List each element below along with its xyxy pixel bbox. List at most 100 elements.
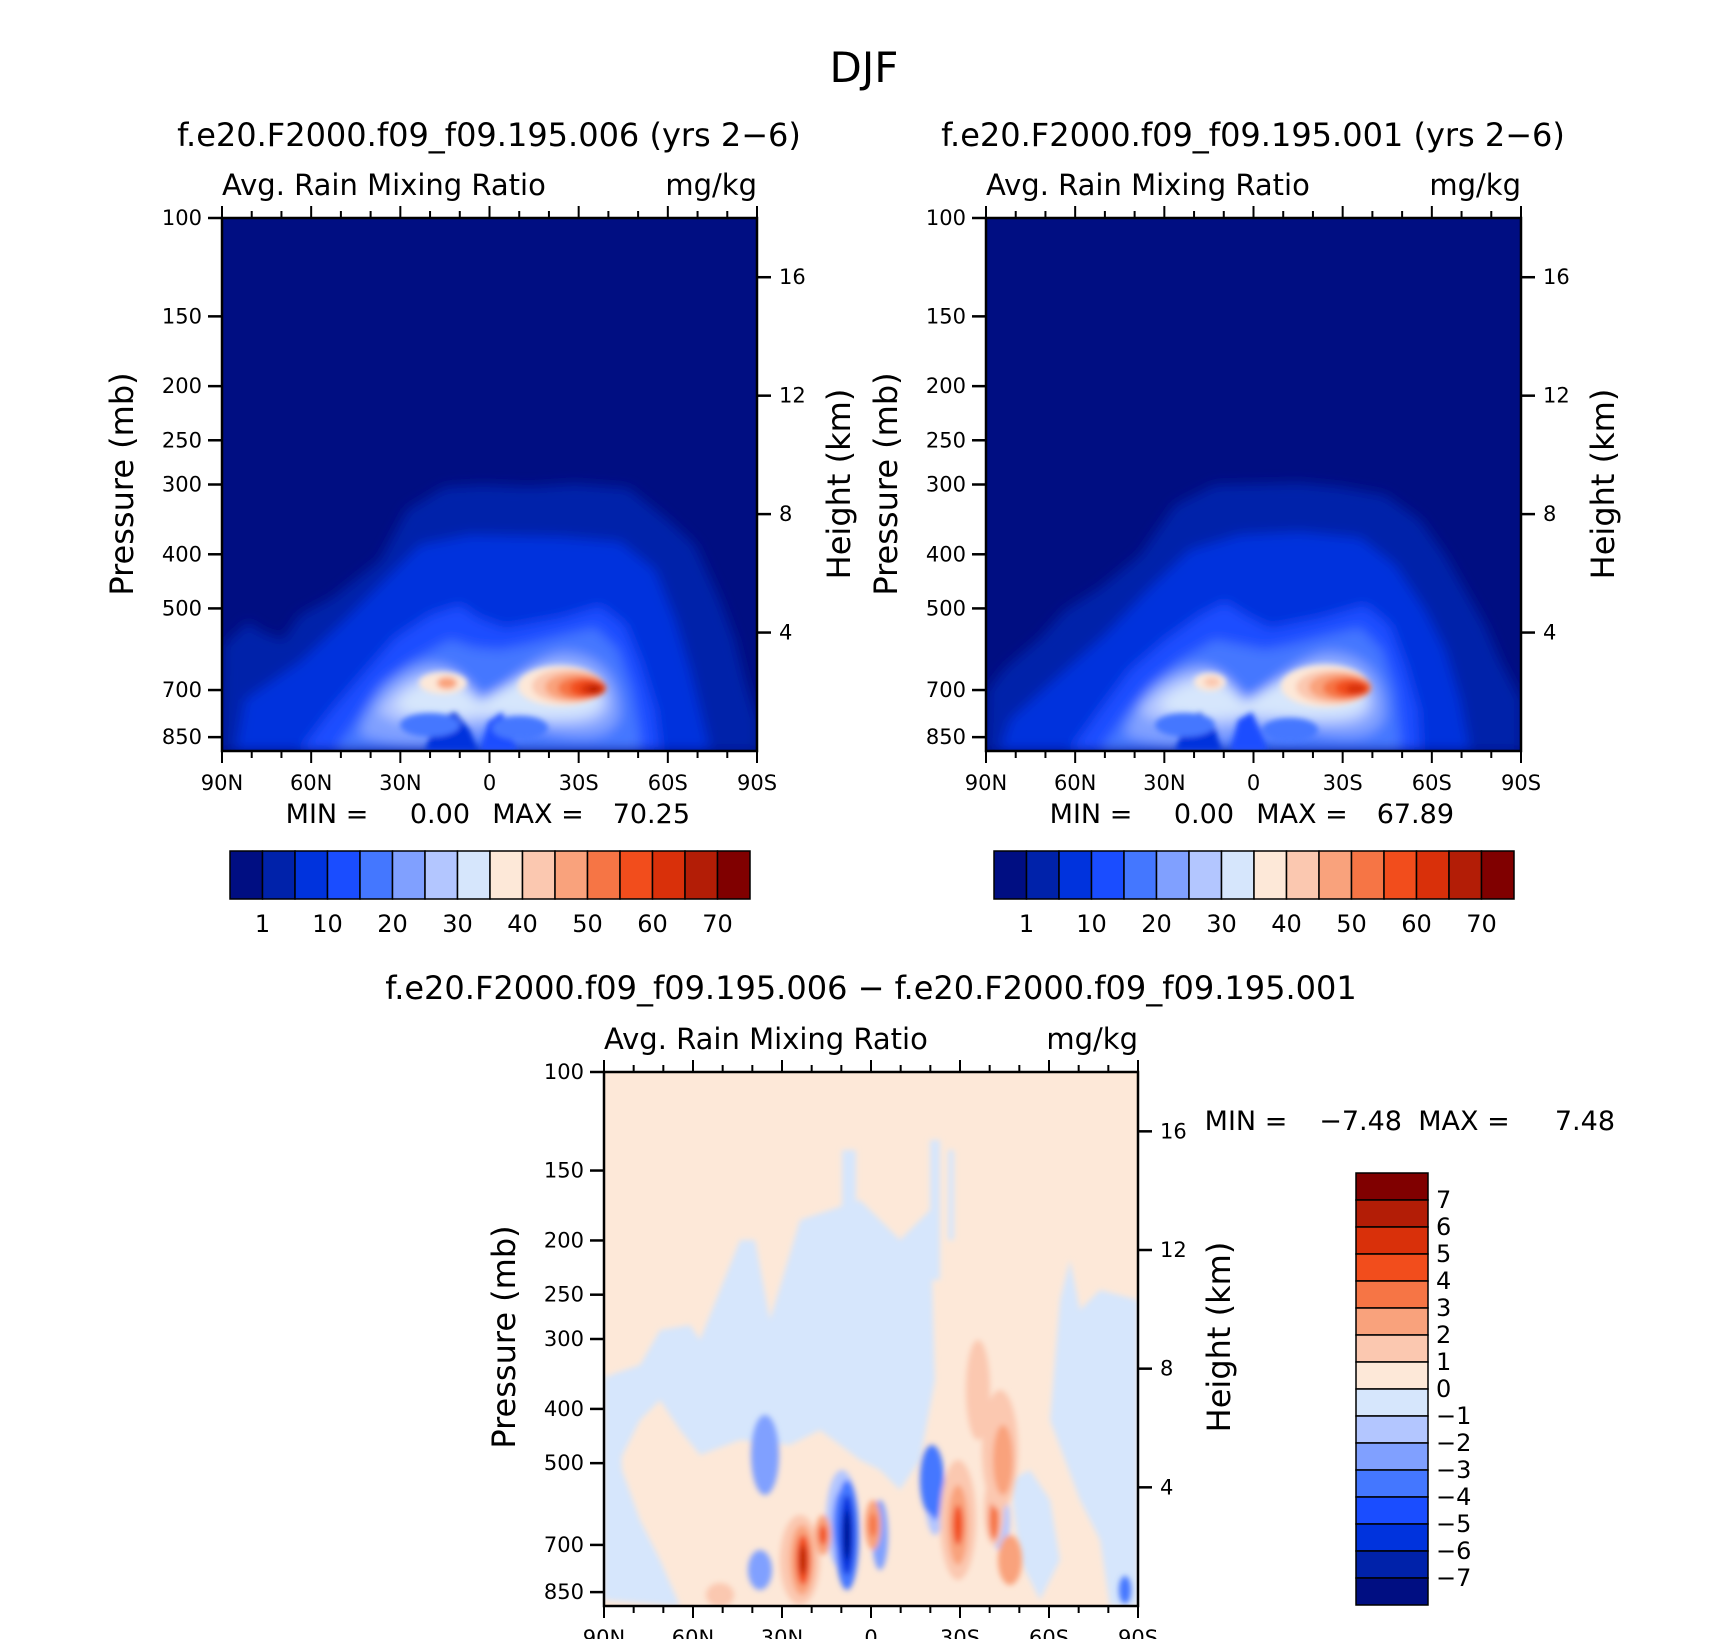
x-tick-label: 0 bbox=[1247, 771, 1260, 795]
max-label: MAX = bbox=[1418, 1106, 1509, 1137]
y-tick-label: 150 bbox=[162, 304, 202, 328]
colorbar-swatch bbox=[1285, 850, 1320, 900]
y-right-tick-label: 16 bbox=[1543, 265, 1570, 289]
x-tick-label: 90S bbox=[1118, 1626, 1158, 1639]
colorbar-label: −1 bbox=[1436, 1402, 1471, 1430]
y-right-tick-label: 4 bbox=[1160, 1475, 1173, 1499]
stats-line: MIN = −7.48 MAX = 7.48 bbox=[1205, 1106, 1615, 1137]
y-tick-label: 500 bbox=[544, 1451, 584, 1475]
colorbar-label: 50 bbox=[1336, 910, 1367, 938]
colorbar-swatch bbox=[1355, 1199, 1429, 1228]
y-tick-label: 100 bbox=[162, 206, 202, 230]
contour-field bbox=[986, 218, 1521, 751]
colorbar-label: −4 bbox=[1436, 1483, 1471, 1511]
colorbar-swatch bbox=[326, 850, 361, 900]
colorbar-swatch bbox=[1318, 850, 1353, 900]
min-label: MIN = bbox=[1050, 799, 1133, 830]
x-tick-label: 30N bbox=[761, 1626, 803, 1639]
min-value: 0.00 bbox=[1174, 799, 1234, 830]
colorbar-label: 60 bbox=[637, 910, 668, 938]
colorbar-label: −7 bbox=[1436, 1564, 1471, 1592]
y-tick-label: 250 bbox=[926, 428, 966, 452]
colorbar-label: 70 bbox=[702, 910, 733, 938]
panel-model-006: f.e20.F2000.f09_f09.195.006 (yrs 2−6) Av… bbox=[103, 116, 858, 938]
colorbar-swatch bbox=[1188, 850, 1223, 900]
colorbar-label: 6 bbox=[1436, 1213, 1451, 1241]
colorbar-label: 30 bbox=[1206, 910, 1237, 938]
panel-difference: f.e20.F2000.f09_f09.195.006 − f.e20.F200… bbox=[385, 969, 1615, 1643]
colorbar-label: 3 bbox=[1436, 1294, 1451, 1322]
colorbar-swatch bbox=[1355, 1442, 1429, 1471]
x-tick-label: 90S bbox=[737, 771, 777, 795]
colorbar: 1 10 20 30 40 50 60 70 bbox=[993, 850, 1515, 938]
y-tick-label: 200 bbox=[926, 374, 966, 398]
panel-model-001: f.e20.F2000.f09_f09.195.001 (yrs 2−6) Av… bbox=[867, 116, 1622, 938]
colorbar-swatch bbox=[489, 850, 524, 900]
y-tick-label: 100 bbox=[544, 1060, 584, 1084]
y-tick-label: 150 bbox=[926, 304, 966, 328]
panel-title: f.e20.F2000.f09_f09.195.001 (yrs 2−6) bbox=[941, 116, 1565, 154]
colorbar-swatch bbox=[456, 850, 491, 900]
units-label: mg/kg bbox=[1046, 1022, 1138, 1056]
colorbar-swatch bbox=[261, 850, 296, 900]
colorbar-label: 1 bbox=[1019, 910, 1034, 938]
y-tick-label: 850 bbox=[162, 725, 202, 749]
variable-label: Avg. Rain Mixing Ratio bbox=[604, 1022, 928, 1056]
colorbar-swatch bbox=[1155, 850, 1190, 900]
y-tick-label: 100 bbox=[926, 206, 966, 230]
y-tick-label: 200 bbox=[162, 374, 202, 398]
y-axis-right-label: Height (km) bbox=[1200, 1242, 1238, 1433]
colorbar-label: 7 bbox=[1436, 1186, 1451, 1214]
min-label: MIN = bbox=[1205, 1106, 1288, 1137]
colorbar-label: 5 bbox=[1436, 1240, 1451, 1268]
x-tick-label: 30S bbox=[559, 771, 599, 795]
colorbar-swatch bbox=[554, 850, 589, 900]
colorbar: 1 10 20 30 40 50 60 70 bbox=[229, 850, 751, 938]
colorbar-swatch bbox=[1355, 1577, 1429, 1606]
y-tick-label: 500 bbox=[926, 596, 966, 620]
max-value: 70.25 bbox=[613, 799, 690, 830]
colorbar-label: 40 bbox=[1271, 910, 1302, 938]
colorbar-swatch bbox=[619, 850, 654, 900]
y-tick-label: 400 bbox=[162, 542, 202, 566]
x-tick-label: 90N bbox=[201, 771, 243, 795]
colorbar-swatch bbox=[651, 850, 686, 900]
colorbar-label: 40 bbox=[507, 910, 538, 938]
colorbar-swatch bbox=[993, 850, 1028, 900]
y-right-tick-label: 12 bbox=[779, 384, 806, 408]
units-label: mg/kg bbox=[1429, 168, 1521, 202]
colorbar-swatch bbox=[1355, 1523, 1429, 1552]
stats-line: MIN = 0.00 MAX = 67.89 bbox=[1050, 799, 1454, 830]
max-label: MAX = bbox=[1256, 799, 1347, 830]
colorbar-label: 1 bbox=[255, 910, 270, 938]
colorbar-label: −5 bbox=[1436, 1510, 1471, 1538]
y-axis-label: Pressure (mb) bbox=[485, 1225, 523, 1448]
colorbar-swatch bbox=[586, 850, 621, 900]
colorbar-label: 10 bbox=[1076, 910, 1107, 938]
colorbar-label: 60 bbox=[1401, 910, 1432, 938]
y-right-tick-label: 4 bbox=[1543, 621, 1556, 645]
stats-line: MIN = 0.00 MAX = 70.25 bbox=[286, 799, 690, 830]
colorbar-swatch bbox=[1090, 850, 1125, 900]
colorbar-swatch bbox=[1355, 1469, 1429, 1498]
contour-field bbox=[604, 1072, 1138, 1606]
colorbar-swatch bbox=[229, 850, 264, 900]
colorbar-label: 0 bbox=[1436, 1375, 1451, 1403]
y-right-tick-label: 16 bbox=[1160, 1119, 1187, 1143]
contour-field bbox=[222, 218, 757, 751]
colorbar-swatch bbox=[1355, 1550, 1429, 1579]
colorbar-swatch bbox=[1123, 850, 1158, 900]
x-tick-label: 90N bbox=[965, 771, 1007, 795]
colorbar-swatch bbox=[1350, 850, 1385, 900]
panel-title: f.e20.F2000.f09_f09.195.006 (yrs 2−6) bbox=[177, 116, 801, 154]
y-tick-label: 850 bbox=[926, 725, 966, 749]
colorbar-label: −3 bbox=[1436, 1456, 1471, 1484]
colorbar-swatch bbox=[1355, 1388, 1429, 1417]
colorbar-swatch bbox=[1415, 850, 1450, 900]
colorbar-label: 20 bbox=[1141, 910, 1172, 938]
colorbar-label: 70 bbox=[1466, 910, 1497, 938]
y-right-tick-label: 16 bbox=[779, 265, 806, 289]
colorbar-swatch bbox=[521, 850, 556, 900]
